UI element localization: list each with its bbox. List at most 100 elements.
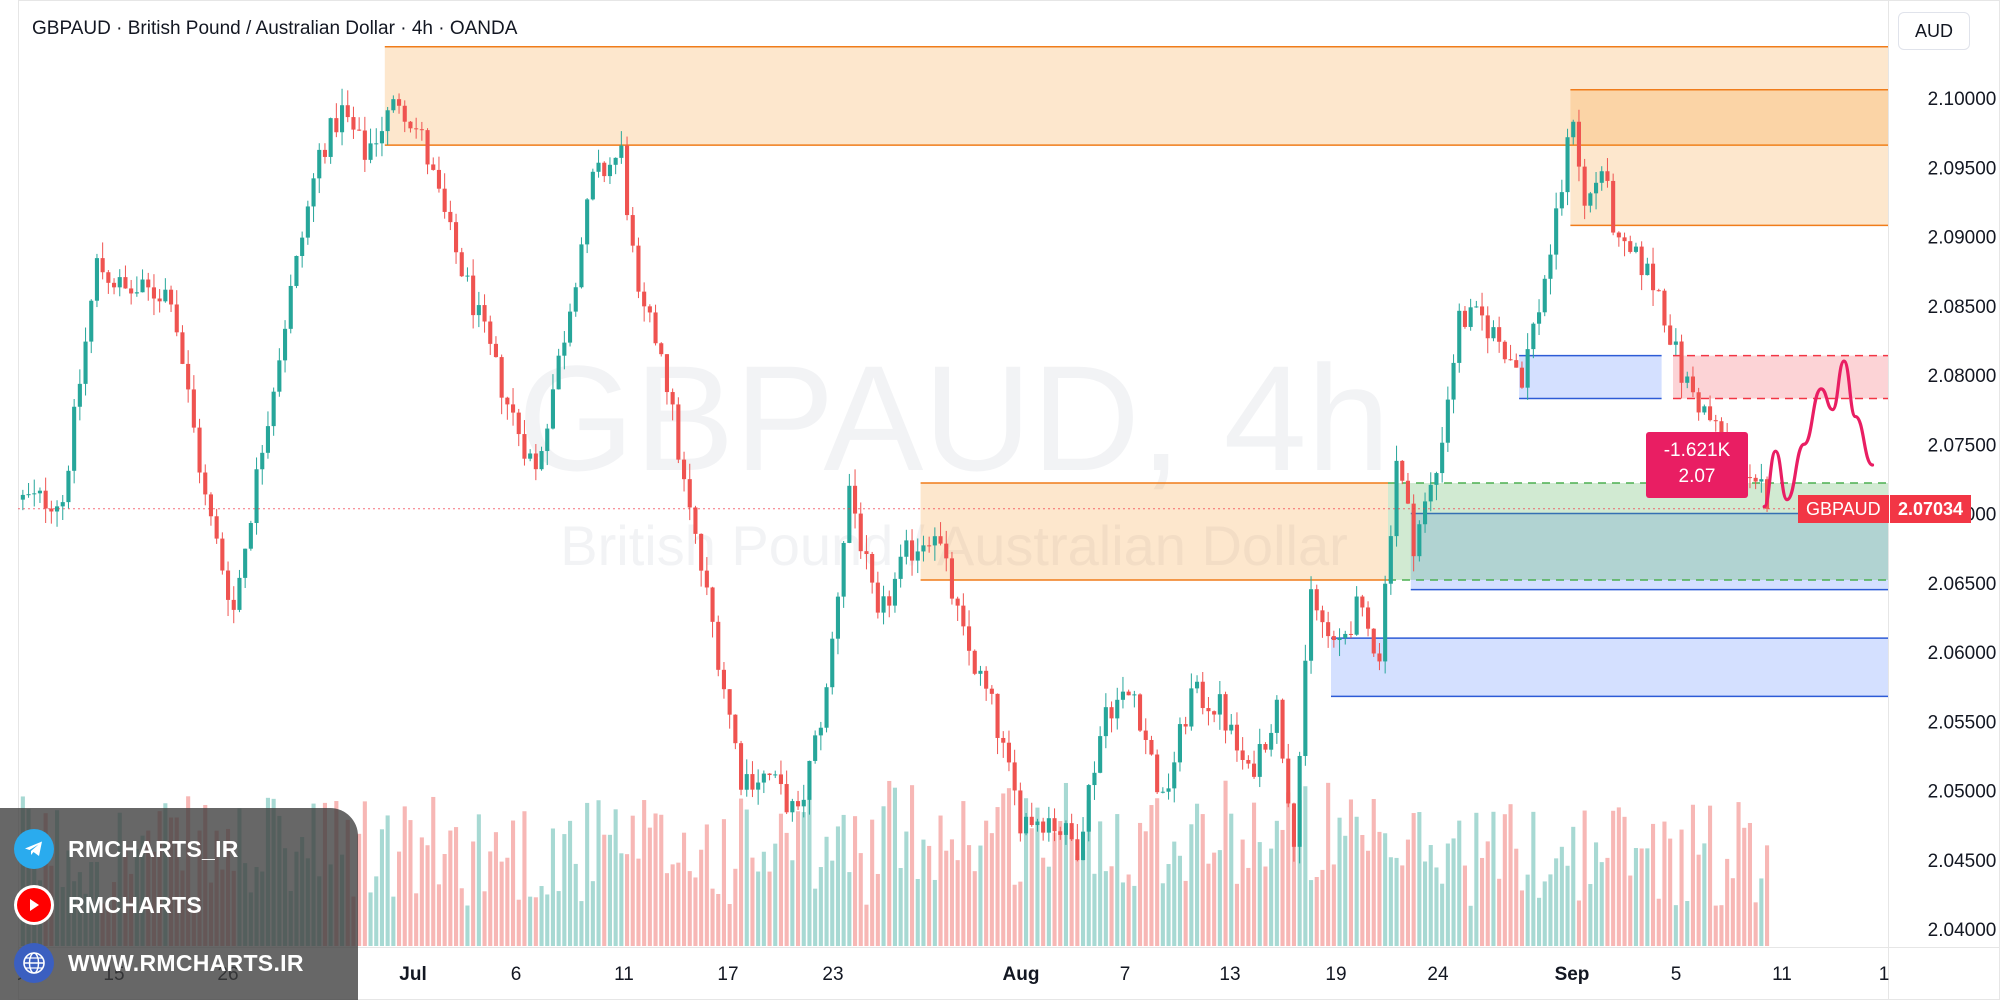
candle-body	[436, 169, 441, 189]
candle-body	[1166, 788, 1171, 792]
header-separator: ·	[116, 18, 123, 39]
volume-bar	[1120, 882, 1125, 946]
candle-body	[528, 453, 533, 459]
volume-bar	[402, 806, 407, 946]
volume-bar	[1696, 854, 1701, 946]
volume-bar	[562, 834, 567, 946]
volume-bar	[414, 893, 419, 946]
volume-bar	[830, 860, 835, 946]
candle-body	[1081, 831, 1086, 861]
candle-body	[710, 587, 715, 622]
candle-body	[180, 332, 185, 364]
candle-body	[83, 341, 88, 384]
candle-body	[414, 128, 419, 130]
candle-body	[1103, 707, 1108, 737]
volume-bar	[1548, 874, 1553, 946]
volume-bar	[1423, 861, 1428, 946]
candle-body	[733, 714, 738, 744]
volume-bar	[408, 820, 413, 946]
candle-body	[556, 355, 561, 390]
volume-bar	[1417, 812, 1422, 946]
volume-bar	[1542, 881, 1547, 946]
currency-button[interactable]: AUD	[1898, 12, 1970, 50]
volume-bar	[1645, 848, 1650, 946]
telegram-handle: RMCHARTS_IR	[68, 835, 239, 862]
volume-bar	[1576, 900, 1581, 946]
volume-bar	[556, 891, 561, 946]
volume-bar	[739, 798, 744, 946]
candle-body	[1206, 708, 1211, 712]
candle-body	[682, 459, 687, 480]
candle-body	[1388, 536, 1393, 584]
candle-body	[1195, 681, 1200, 689]
volume-bar	[853, 816, 858, 946]
candle-body	[231, 599, 236, 610]
volume-bar	[1291, 814, 1296, 946]
symbol-header[interactable]: GBPAUD · British Pound / Australian Doll…	[32, 18, 517, 40]
candle-body	[1588, 193, 1593, 206]
volume-bar	[1594, 842, 1599, 946]
candle-body	[625, 145, 630, 216]
candle-body	[967, 626, 972, 651]
volume-bar	[961, 801, 966, 946]
volume-bar	[1559, 846, 1564, 946]
volume-bar	[1018, 881, 1023, 946]
candle-body	[784, 784, 789, 813]
volume-bar	[756, 871, 761, 946]
candle-body	[550, 389, 555, 429]
volume-bar	[1554, 858, 1559, 946]
candle-body	[1451, 362, 1456, 400]
candle-body	[1753, 477, 1758, 482]
volume-bar	[1269, 848, 1274, 946]
candle-body	[112, 282, 117, 288]
candle-body	[1291, 803, 1296, 847]
demand-zone	[1519, 355, 1662, 399]
volume-bar	[1679, 829, 1684, 946]
candle-body	[1411, 503, 1416, 557]
candle-body	[1320, 610, 1325, 623]
candle-body	[340, 105, 345, 133]
candle-body	[374, 143, 379, 145]
volume-bar	[1143, 831, 1148, 946]
volume-bar	[1200, 814, 1205, 946]
candle-body	[471, 275, 476, 316]
candle-body	[448, 211, 453, 223]
website-row[interactable]: WWW.RMCHARTS.IR	[14, 942, 304, 984]
candle-body	[1377, 653, 1382, 662]
candle-body	[1702, 406, 1707, 413]
candle-body	[1525, 349, 1530, 388]
volume-bar	[721, 819, 726, 946]
volume-bar	[1257, 842, 1262, 946]
candle-body	[619, 145, 624, 158]
volume-bar	[1183, 880, 1188, 946]
candle-body	[357, 129, 362, 131]
candle-body	[1120, 691, 1125, 700]
volume-bar	[368, 892, 373, 946]
candle-body	[1252, 763, 1257, 777]
candle-body	[1018, 790, 1023, 834]
volume-bar	[533, 897, 538, 946]
symbol-code: GBPAUD	[32, 18, 111, 39]
volume-bar	[1371, 798, 1376, 946]
time-tick-label: Aug	[1003, 964, 1040, 985]
youtube-row[interactable]: RMCHARTS	[14, 884, 202, 926]
volume-bar	[727, 903, 732, 946]
volume-bar	[1588, 884, 1593, 946]
candle-body	[191, 389, 196, 428]
volume-bar	[778, 813, 783, 946]
candle-body	[305, 206, 310, 238]
candle-body	[1212, 711, 1217, 715]
volume-bar	[1690, 804, 1695, 946]
volume-bar	[579, 901, 584, 946]
candle-body	[1423, 501, 1428, 525]
candle-body	[1445, 399, 1450, 443]
volume-bar	[1497, 878, 1502, 946]
telegram-row[interactable]: RMCHARTS_IR	[14, 828, 239, 870]
time-tick-label: Sep	[1555, 964, 1590, 985]
volume-bar	[858, 853, 863, 946]
candle-body	[26, 494, 31, 496]
volume-bar	[385, 815, 390, 946]
target-zone	[1673, 355, 1888, 399]
volume-bar	[1765, 845, 1770, 946]
candle-body	[391, 99, 396, 111]
